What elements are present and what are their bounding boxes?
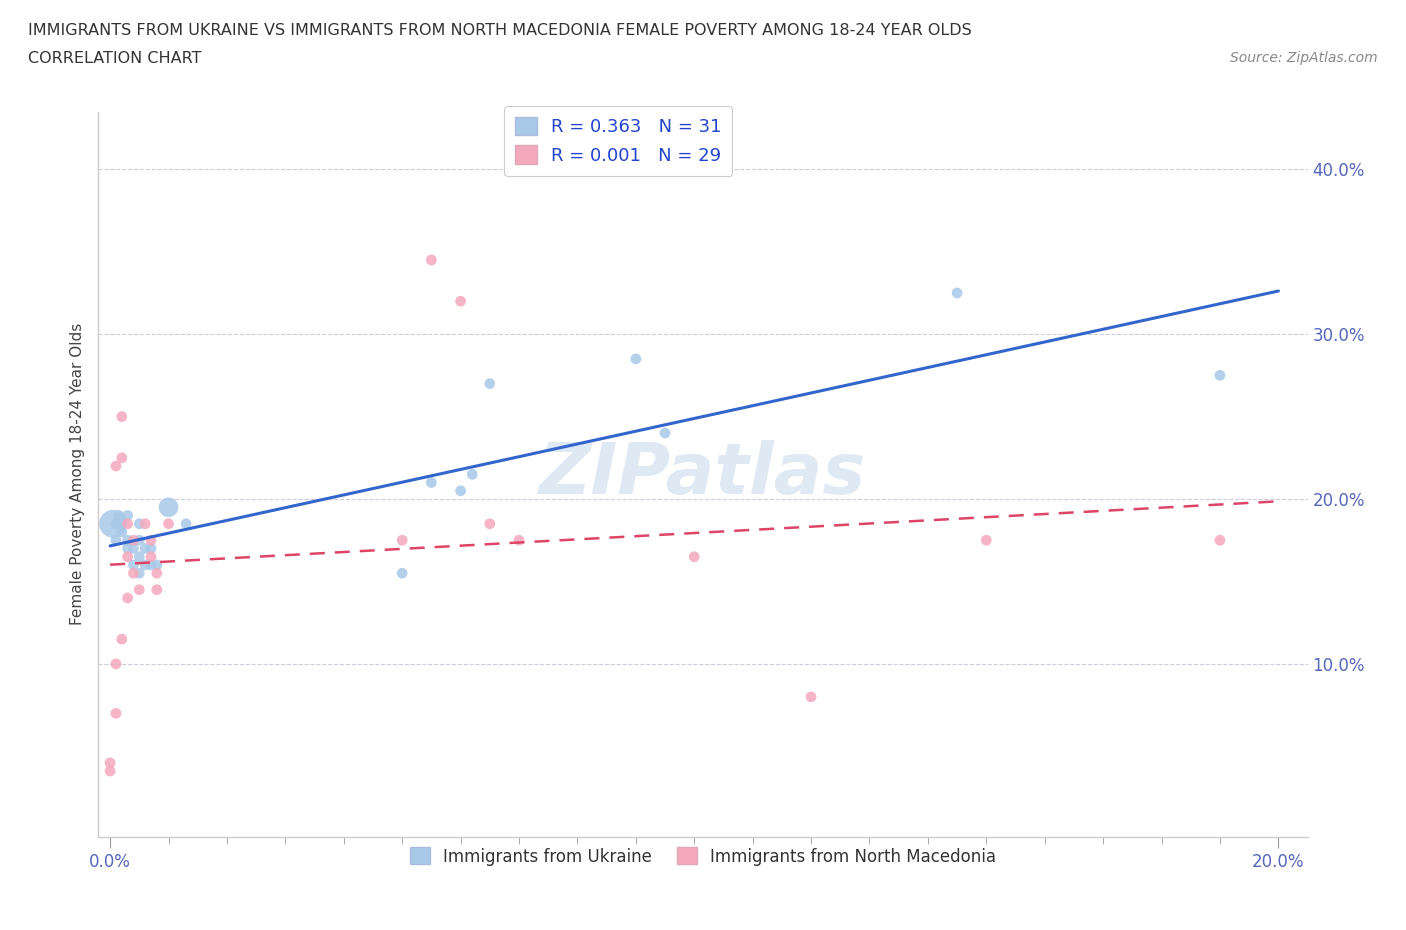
Point (450, 294, 472, 309)
Point (117, 541, 139, 556)
Point (101, 516, 124, 531)
Point (128, 516, 150, 531)
Point (139, 550, 162, 565)
Point (683, 550, 706, 565)
Point (117, 591, 139, 605)
Point (111, 409, 134, 424)
Point (146, 582, 169, 597)
Point (104, 458, 127, 473)
Point (157, 516, 180, 531)
Point (104, 516, 127, 531)
Point (1209, 533, 1232, 548)
Point (508, 533, 530, 548)
Point (391, 565, 413, 580)
Point (139, 541, 162, 556)
Point (174, 516, 197, 531)
Point (420, 475, 443, 490)
Point (122, 533, 145, 548)
Point (128, 533, 150, 548)
Point (117, 533, 139, 548)
Point (134, 541, 156, 556)
Point (104, 657, 127, 671)
Point (122, 557, 145, 572)
Point (98, 755, 121, 770)
Legend: Immigrants from Ukraine, Immigrants from North Macedonia: Immigrants from Ukraine, Immigrants from… (404, 841, 1002, 872)
Point (146, 557, 169, 572)
Point (134, 557, 156, 572)
Point (111, 631, 134, 646)
Y-axis label: Female Poverty Among 18-24 Year Olds: Female Poverty Among 18-24 Year Olds (69, 324, 84, 626)
Point (974, 533, 997, 548)
Text: IMMIGRANTS FROM UKRAINE VS IMMIGRANTS FROM NORTH MACEDONIA FEMALE POVERTY AMONG : IMMIGRANTS FROM UKRAINE VS IMMIGRANTS FR… (28, 23, 972, 38)
Text: Source: ZipAtlas.com: Source: ZipAtlas.com (1230, 51, 1378, 65)
Point (1209, 368, 1232, 383)
Point (624, 352, 647, 366)
Point (146, 565, 169, 580)
Point (128, 565, 150, 580)
Point (111, 525, 134, 539)
Point (134, 516, 156, 531)
Text: CORRELATION CHART: CORRELATION CHART (28, 51, 201, 66)
Point (98, 764, 121, 778)
Point (478, 376, 501, 391)
Point (450, 484, 472, 498)
Point (104, 533, 127, 548)
Point (104, 706, 127, 721)
Point (128, 550, 150, 565)
Point (117, 508, 139, 523)
Point (128, 582, 150, 597)
Point (117, 550, 139, 565)
Point (139, 557, 162, 572)
Point (122, 541, 145, 556)
Point (420, 253, 443, 268)
Point (111, 516, 134, 531)
Point (122, 565, 145, 580)
Point (139, 533, 162, 548)
Point (391, 533, 413, 548)
Point (108, 508, 131, 523)
Point (117, 516, 139, 531)
Point (478, 516, 501, 531)
Point (461, 467, 484, 482)
Point (946, 286, 969, 300)
Point (654, 426, 676, 441)
Point (800, 689, 823, 704)
Point (111, 450, 134, 465)
Point (157, 499, 180, 514)
Text: ZIPatlas: ZIPatlas (540, 440, 866, 509)
